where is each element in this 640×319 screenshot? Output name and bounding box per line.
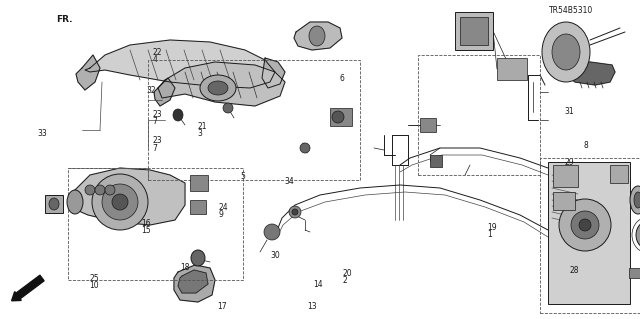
Circle shape (105, 185, 115, 195)
Text: 10: 10 (90, 281, 99, 290)
Circle shape (95, 185, 105, 195)
Circle shape (289, 206, 301, 218)
FancyArrow shape (12, 275, 44, 301)
Ellipse shape (223, 103, 233, 113)
Circle shape (292, 209, 298, 215)
Polygon shape (262, 58, 285, 88)
Text: 17: 17 (218, 302, 227, 311)
Text: 7: 7 (152, 117, 157, 126)
Text: 35: 35 (194, 183, 204, 192)
Text: 33: 33 (37, 129, 47, 138)
Bar (190, 200, 206, 214)
Polygon shape (568, 62, 615, 85)
Text: 11: 11 (52, 203, 62, 212)
Text: 15: 15 (141, 226, 150, 235)
Ellipse shape (67, 190, 83, 214)
Text: 27: 27 (127, 208, 136, 217)
Bar (540, 158, 640, 313)
Text: 28: 28 (570, 266, 579, 275)
Polygon shape (70, 168, 185, 225)
Ellipse shape (552, 34, 580, 70)
Circle shape (559, 199, 611, 251)
Ellipse shape (191, 250, 205, 266)
Bar (420, 118, 436, 132)
Text: 9: 9 (219, 210, 224, 219)
Polygon shape (158, 62, 285, 106)
Circle shape (579, 219, 591, 231)
Ellipse shape (309, 26, 325, 46)
Text: 7: 7 (152, 144, 157, 153)
Bar (68, 168, 243, 280)
Text: 5: 5 (240, 172, 245, 181)
Circle shape (300, 143, 310, 153)
Bar (45, 195, 63, 213)
Text: 23: 23 (152, 110, 162, 119)
Ellipse shape (173, 109, 183, 121)
Polygon shape (178, 270, 208, 293)
Polygon shape (76, 55, 100, 90)
Text: 16: 16 (141, 219, 150, 228)
Text: 19: 19 (488, 223, 497, 232)
Text: 24: 24 (219, 203, 228, 212)
Ellipse shape (630, 186, 640, 214)
Text: 8: 8 (584, 141, 588, 150)
Circle shape (85, 185, 95, 195)
Bar (629, 268, 640, 278)
Bar (330, 108, 352, 126)
Bar (610, 165, 628, 183)
Circle shape (102, 184, 138, 220)
Circle shape (571, 211, 599, 239)
Circle shape (92, 174, 148, 230)
Polygon shape (294, 22, 342, 50)
Bar (460, 17, 488, 45)
Polygon shape (174, 265, 215, 302)
Text: 25: 25 (90, 274, 99, 283)
Text: 21: 21 (197, 122, 207, 131)
Text: 14: 14 (314, 280, 323, 289)
Text: 4: 4 (152, 56, 157, 64)
Bar (430, 155, 442, 167)
Text: 31: 31 (564, 107, 574, 115)
Ellipse shape (208, 81, 228, 95)
Ellipse shape (49, 198, 59, 210)
Text: 3: 3 (197, 130, 202, 138)
Ellipse shape (200, 75, 236, 101)
Text: 29: 29 (564, 158, 574, 167)
Bar (148, 60, 360, 180)
Text: 32: 32 (146, 86, 156, 95)
Bar (190, 175, 208, 191)
Bar (553, 165, 578, 187)
Ellipse shape (634, 192, 640, 208)
Text: 26: 26 (52, 196, 62, 204)
Polygon shape (154, 78, 175, 106)
Ellipse shape (332, 111, 344, 123)
Text: 13: 13 (307, 302, 317, 311)
Text: 12: 12 (127, 216, 136, 225)
Ellipse shape (636, 221, 640, 249)
Text: 23: 23 (152, 137, 162, 145)
Polygon shape (85, 40, 275, 88)
Circle shape (112, 194, 128, 210)
Text: 18: 18 (180, 263, 190, 272)
Text: 1: 1 (488, 230, 492, 239)
Bar (553, 192, 575, 210)
Text: 6: 6 (339, 74, 344, 83)
Text: 2: 2 (342, 276, 347, 285)
Circle shape (264, 224, 280, 240)
Text: TR54B5310: TR54B5310 (549, 6, 593, 15)
Text: 20: 20 (342, 269, 352, 278)
Text: 30: 30 (271, 251, 280, 260)
Bar (455, 12, 493, 50)
Bar (418, 55, 540, 175)
Text: 34: 34 (284, 177, 294, 186)
Bar (548, 162, 630, 304)
Text: FR.: FR. (56, 15, 73, 24)
Text: 22: 22 (152, 48, 162, 57)
Ellipse shape (542, 22, 590, 82)
Bar (497, 58, 527, 80)
